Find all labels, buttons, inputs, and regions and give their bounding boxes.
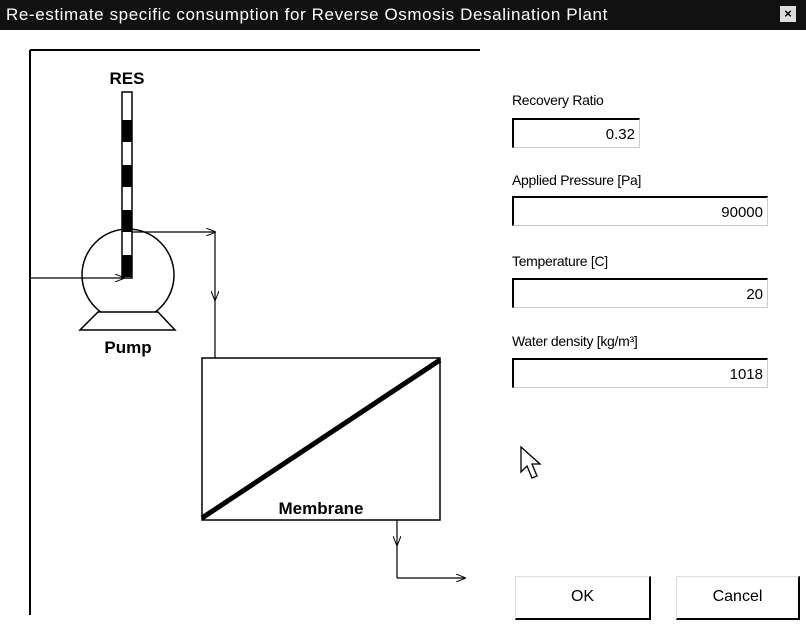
- cancel-button[interactable]: Cancel: [676, 576, 800, 620]
- title-bar: Re-estimate specific consumption for Rev…: [0, 0, 806, 30]
- field-label: Water density [kg/m³]: [512, 333, 638, 349]
- dialog-title: Re-estimate specific consumption for Rev…: [6, 5, 608, 24]
- ok-button[interactable]: OK: [515, 576, 651, 620]
- membrane-diagonal: [200, 357, 442, 521]
- pump-base: [78, 311, 177, 331]
- pump-label: Pump: [104, 338, 151, 357]
- field-label: Applied Pressure [Pa]: [512, 172, 642, 188]
- membrane-label: Membrane: [278, 499, 363, 518]
- close-button[interactable]: ×: [780, 6, 796, 22]
- temperature-input[interactable]: 20: [512, 278, 768, 308]
- applied-pressure-input[interactable]: 90000: [512, 196, 768, 226]
- water-density-input[interactable]: 1018: [512, 358, 768, 388]
- mouse-cursor: [520, 445, 542, 479]
- reservoir-pipe: [121, 91, 133, 279]
- field-label: Recovery Ratio: [512, 92, 604, 108]
- field-label: Temperature [C]: [512, 253, 608, 269]
- recovery-ratio-input[interactable]: 0.32: [512, 118, 640, 148]
- reservoir-label: RES: [110, 69, 145, 88]
- panel-border: [29, 49, 480, 615]
